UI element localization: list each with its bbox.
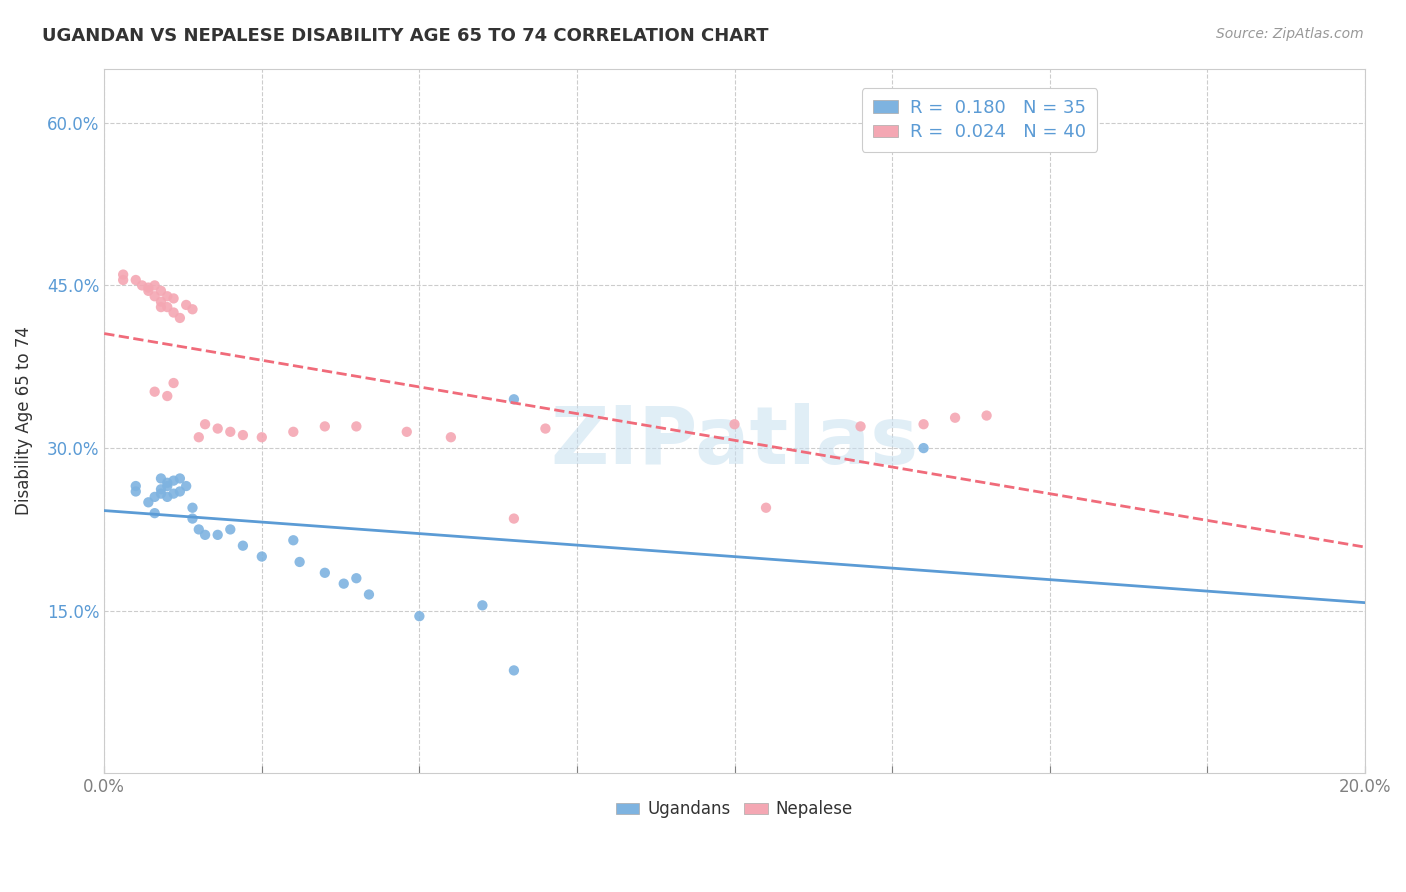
Y-axis label: Disability Age 65 to 74: Disability Age 65 to 74: [15, 326, 32, 516]
Point: [288, 555, 311, 569]
Point: [169, 471, 191, 485]
Point: [138, 280, 160, 294]
Point: [143, 506, 166, 520]
Point: [112, 273, 135, 287]
Point: [149, 486, 172, 500]
Point: [534, 421, 557, 435]
Point: [194, 528, 217, 542]
Point: [149, 471, 172, 485]
Point: [156, 479, 179, 493]
Point: [440, 430, 463, 444]
Point: [156, 289, 179, 303]
Point: [162, 305, 184, 319]
Point: [395, 425, 418, 439]
Text: ZIPatlas: ZIPatlas: [550, 403, 918, 481]
Point: [156, 475, 179, 490]
Point: [503, 392, 526, 407]
Point: [357, 587, 380, 601]
Point: [125, 273, 148, 287]
Point: [912, 441, 935, 455]
Point: [207, 528, 229, 542]
Point: [112, 268, 135, 282]
Point: [344, 571, 367, 585]
Point: [976, 409, 998, 423]
Point: [187, 523, 209, 537]
Point: [181, 511, 204, 525]
Point: [162, 292, 184, 306]
Point: [169, 484, 191, 499]
Point: [503, 511, 526, 525]
Point: [143, 289, 166, 303]
Point: [149, 483, 172, 497]
Point: [344, 419, 367, 434]
Point: [138, 495, 160, 509]
Point: [723, 417, 745, 432]
Point: [232, 539, 254, 553]
Point: [943, 410, 966, 425]
Point: [181, 302, 204, 317]
Point: [232, 428, 254, 442]
Point: [471, 599, 494, 613]
Point: [125, 484, 148, 499]
Point: [156, 300, 179, 314]
Point: [314, 419, 336, 434]
Point: [250, 430, 273, 444]
Point: [219, 425, 242, 439]
Point: [143, 278, 166, 293]
Point: [149, 284, 172, 298]
Point: [849, 419, 872, 434]
Point: [149, 294, 172, 309]
Point: [283, 533, 305, 548]
Point: [503, 664, 526, 678]
Text: UGANDAN VS NEPALESE DISABILITY AGE 65 TO 74 CORRELATION CHART: UGANDAN VS NEPALESE DISABILITY AGE 65 TO…: [42, 27, 769, 45]
Point: [912, 417, 935, 432]
Point: [143, 490, 166, 504]
Point: [174, 479, 197, 493]
Point: [156, 389, 179, 403]
Point: [162, 474, 184, 488]
Point: [181, 500, 204, 515]
Text: Source: ZipAtlas.com: Source: ZipAtlas.com: [1216, 27, 1364, 41]
Point: [143, 384, 166, 399]
Legend: Ugandans, Nepalese: Ugandans, Nepalese: [609, 794, 859, 825]
Point: [138, 284, 160, 298]
Point: [194, 417, 217, 432]
Point: [174, 298, 197, 312]
Point: [283, 425, 305, 439]
Point: [131, 278, 153, 293]
Point: [162, 486, 184, 500]
Point: [169, 310, 191, 325]
Point: [314, 566, 336, 580]
Point: [332, 576, 354, 591]
Point: [755, 500, 778, 515]
Point: [219, 523, 242, 537]
Point: [125, 479, 148, 493]
Point: [149, 300, 172, 314]
Point: [187, 430, 209, 444]
Point: [250, 549, 273, 564]
Point: [207, 421, 229, 435]
Point: [408, 609, 430, 624]
Point: [156, 490, 179, 504]
Point: [162, 376, 184, 390]
